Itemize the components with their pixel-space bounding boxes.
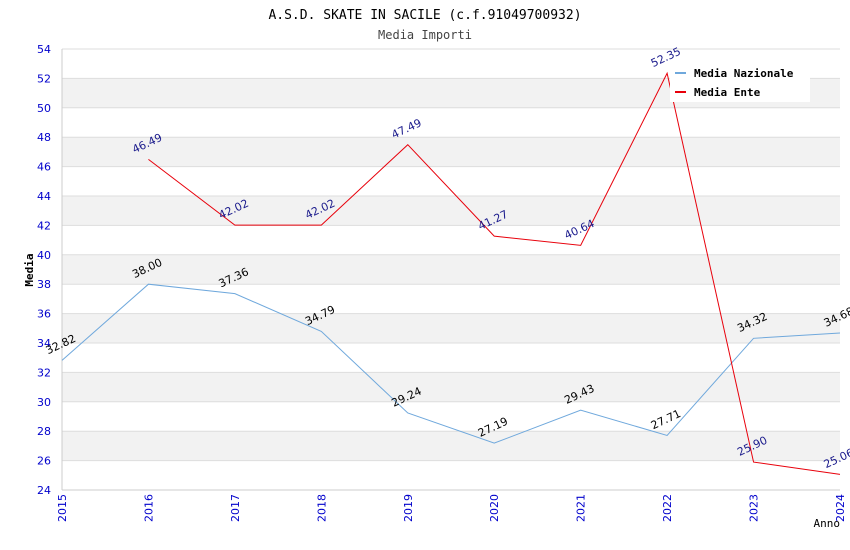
y-tick-label: 40 [37, 249, 51, 262]
x-tick-label: 2016 [142, 494, 155, 522]
y-tick-label: 46 [37, 161, 51, 174]
y-tick-label: 52 [37, 72, 51, 85]
y-tick-label: 42 [37, 219, 51, 232]
chart-title: A.S.D. SKATE IN SACILE (c.f.91049700932) [268, 8, 581, 23]
grid-band [62, 372, 840, 402]
grid-band [62, 431, 840, 461]
x-tick-label: 2024 [834, 494, 847, 522]
grid-band [62, 313, 840, 343]
axes [61, 49, 840, 491]
grid-band [62, 196, 840, 226]
legend-label: Media Ente [694, 86, 761, 99]
x-tick-label: 2015 [56, 494, 69, 522]
y-tick-label: 24 [37, 484, 51, 497]
x-axis-label: Anno [814, 517, 841, 530]
y-tick-label: 30 [37, 396, 51, 409]
data-label: 32.82 [44, 332, 78, 357]
x-tick-label: 2017 [229, 494, 242, 522]
y-tick-label: 50 [37, 102, 51, 115]
y-tick-labels: 24 26 28 30 32 34 36 38 40 42 44 46 48 50 52 54 [37, 43, 51, 497]
series-line-0 [61, 283, 841, 444]
x-tick-label: 2020 [488, 494, 501, 522]
x-tick-label: 2022 [661, 494, 674, 522]
plot-bands [62, 78, 840, 461]
grid-band [62, 254, 840, 285]
legend-box [670, 60, 810, 102]
x-tick-label: 2019 [402, 494, 415, 522]
x-tick-label: 2023 [748, 494, 761, 522]
y-axis-label: Media [23, 253, 36, 286]
y-tick-label: 38 [37, 278, 51, 291]
y-tick-label: 34 [37, 337, 51, 350]
legend: Media Nazionale Media Ente [670, 60, 810, 102]
data-label: 27.71 [649, 407, 683, 432]
x-tick-label: 2018 [315, 494, 328, 522]
y-tick-label: 26 [37, 455, 51, 468]
grid-lines [62, 48, 840, 491]
series-line-1 [148, 71, 841, 475]
chart-subtitle: Media Importi [378, 28, 472, 42]
y-tick-label: 36 [37, 308, 51, 321]
grid-band [62, 137, 840, 167]
series-lines [61, 71, 841, 475]
legend-label: Media Nazionale [694, 67, 794, 80]
y-tick-label: 54 [37, 43, 51, 56]
y-tick-label: 48 [37, 131, 51, 144]
y-tick-label: 44 [37, 190, 51, 203]
y-tick-label: 28 [37, 425, 51, 438]
x-tick-label: 2021 [575, 494, 588, 522]
x-tick-labels: 2015 2016 2017 2018 2019 2020 2021 2022 2023 2024 [56, 494, 847, 522]
y-tick-label: 32 [37, 366, 51, 379]
